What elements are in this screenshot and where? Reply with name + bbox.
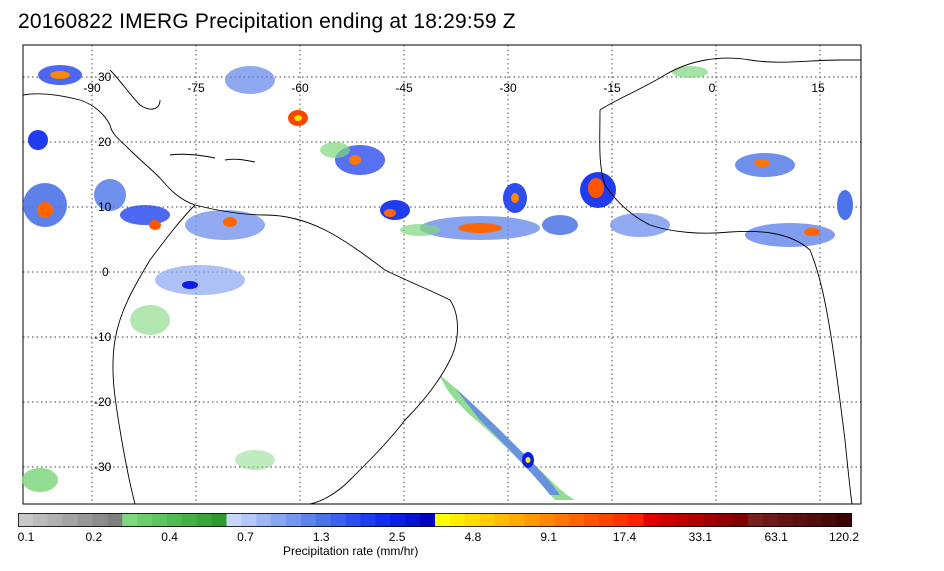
- colorbar-swatch: [360, 513, 376, 527]
- lon-label-5: -15: [603, 81, 621, 95]
- colorbar-swatch: [792, 513, 808, 527]
- colorbar-swatch: [315, 513, 332, 527]
- map-frame: [22, 44, 862, 505]
- colorbar-tick-label: 120.2: [828, 530, 860, 544]
- colorbar-swatch: [345, 513, 361, 527]
- colorbar-swatch: [613, 513, 629, 527]
- colorbar-swatch: [703, 513, 719, 527]
- colorbar-swatch: [196, 513, 212, 527]
- colorbar-swatch: [18, 513, 34, 527]
- colorbar-swatch: [435, 513, 451, 527]
- colorbar-swatch: [747, 513, 764, 527]
- colorbar-tick-label: 33.1: [688, 530, 713, 544]
- colorbar-swatch: [554, 513, 570, 527]
- colorbar-swatch: [509, 513, 525, 527]
- colorbar-swatch: [420, 513, 436, 527]
- colorbar-tick-label: 2.5: [388, 530, 406, 544]
- lat-label-6: -30: [94, 460, 112, 474]
- lon-label-3: -45: [395, 81, 413, 95]
- colorbar-swatch: [390, 513, 406, 527]
- colorbar-swatch: [539, 513, 555, 527]
- colorbar-swatch: [122, 513, 138, 527]
- colorbar-swatch: [77, 513, 93, 527]
- lat-label-3: 0: [102, 265, 109, 279]
- colorbar-swatch: [524, 513, 540, 527]
- colorbar-swatch: [643, 513, 659, 527]
- colorbar-swatch: [569, 513, 585, 527]
- colorbar-swatch: [32, 513, 49, 527]
- colorbar-swatch: [583, 513, 600, 527]
- colorbar-swatch: [837, 513, 853, 527]
- colorbar-swatch: [211, 513, 227, 527]
- colorbar-tick-label: 0.7: [237, 530, 254, 544]
- colorbar-swatch: [807, 513, 823, 527]
- colorbar-swatch: [226, 513, 242, 527]
- lat-label-5: -20: [94, 395, 112, 409]
- colorbar-swatch: [47, 513, 64, 527]
- colorbar-tick-label: 0.2: [85, 530, 103, 544]
- colorbar-swatch: [822, 513, 838, 527]
- colorbar-swatch: [271, 513, 287, 527]
- colorbar-swatch: [449, 513, 466, 527]
- colorbar-swatch: [166, 513, 183, 527]
- colorbar-swatch: [717, 513, 734, 527]
- colorbar-swatch: [256, 513, 272, 527]
- map-title: 20160822 IMERG Precipitation ending at 1…: [18, 10, 516, 33]
- colorbar-swatch: [732, 513, 749, 527]
- colorbar-swatch: [181, 513, 198, 527]
- colorbar-title: Precipitation rate (mm/hr): [283, 544, 419, 558]
- lon-label-2: -60: [291, 81, 309, 95]
- colorbar-swatch: [92, 513, 108, 527]
- lon-label-1: -75: [187, 81, 205, 95]
- lat-label-4: -10: [94, 330, 112, 344]
- colorbar-swatch: [375, 513, 391, 527]
- lat-label-1: 20: [98, 135, 112, 149]
- precipitation-field: [22, 65, 853, 500]
- colorbar-swatch: [107, 513, 123, 527]
- coastlines: [22, 57, 861, 505]
- colorbar-swatch: [673, 513, 689, 527]
- colorbar-swatch: [762, 513, 778, 527]
- lat-label-2: 10: [98, 200, 112, 214]
- colorbar-swatch: [152, 513, 168, 527]
- colorbar-swatch: [405, 513, 421, 527]
- colorbar-tick-label: 1.3: [312, 530, 330, 544]
- lat-label-0: 30: [98, 70, 112, 84]
- colorbar: [18, 513, 853, 527]
- colorbar-tick-label: 17.4: [612, 530, 637, 544]
- colorbar-swatch: [494, 513, 510, 527]
- colorbar-swatch: [628, 513, 644, 527]
- colorbar-swatch: [777, 513, 793, 527]
- colorbar-swatch: [286, 513, 302, 527]
- colorbar-swatch: [62, 513, 78, 527]
- colorbar-swatch: [464, 513, 481, 527]
- lon-label-7: 15: [811, 81, 825, 95]
- colorbar-tick-label: 63.1: [764, 530, 788, 544]
- colorbar-swatch: [688, 513, 704, 527]
- colorbar-swatch: [479, 513, 495, 527]
- colorbar-swatch: [241, 513, 257, 527]
- colorbar-swatch: [330, 513, 347, 527]
- colorbar-tick-label: 0.4: [161, 530, 178, 544]
- colorbar-swatch: [658, 513, 674, 527]
- lon-label-0: -90: [83, 81, 101, 95]
- colorbar-swatch: [300, 513, 317, 527]
- colorbar-tick-label: 9.1: [540, 530, 558, 544]
- lon-label-6: 0: [709, 81, 716, 95]
- colorbar-border: [18, 513, 852, 527]
- colorbar-tick-label: 0.1: [17, 530, 35, 544]
- colorbar-swatch: [598, 513, 615, 527]
- colorbar-swatch: [137, 513, 153, 527]
- lon-label-4: -30: [499, 81, 517, 95]
- colorbar-tick-label: 4.8: [464, 530, 482, 544]
